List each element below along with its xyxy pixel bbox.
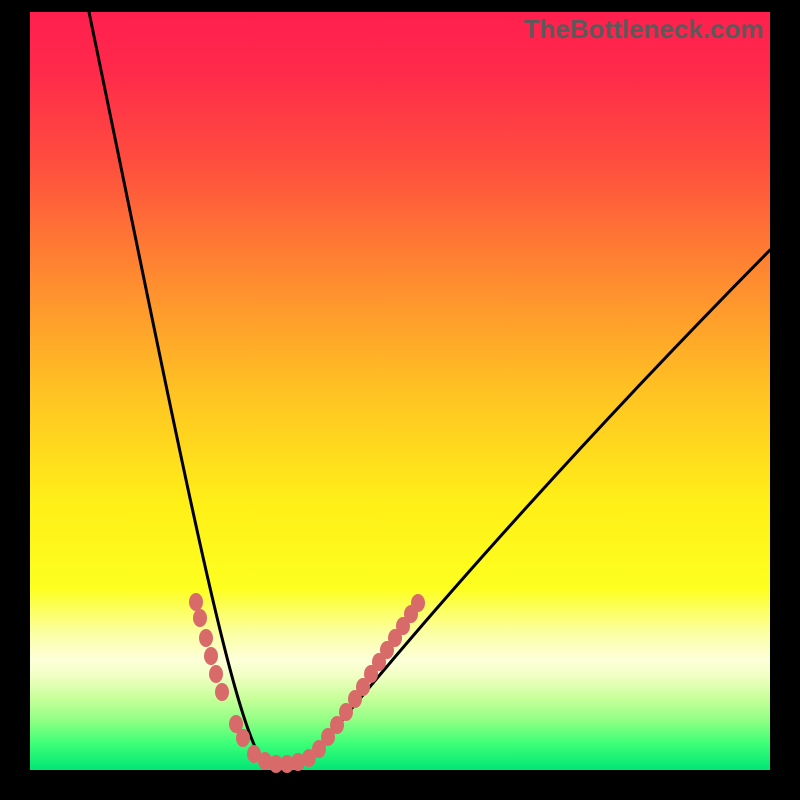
bottleneck-curve	[89, 12, 770, 763]
overlay-dot	[411, 594, 425, 612]
overlay-dot	[189, 593, 203, 611]
overlay-dot	[209, 665, 223, 683]
overlay-dot	[236, 729, 250, 747]
overlay-dot	[204, 647, 218, 665]
overlay-dot	[193, 609, 207, 627]
plot-area	[30, 12, 770, 770]
curve-layer	[30, 12, 770, 770]
overlay-dot	[199, 629, 213, 647]
dot-overlay-group	[189, 593, 425, 773]
watermark-text: TheBottleneck.com	[524, 14, 764, 45]
chart-frame: TheBottleneck.com	[0, 0, 800, 800]
overlay-dot	[215, 683, 229, 701]
